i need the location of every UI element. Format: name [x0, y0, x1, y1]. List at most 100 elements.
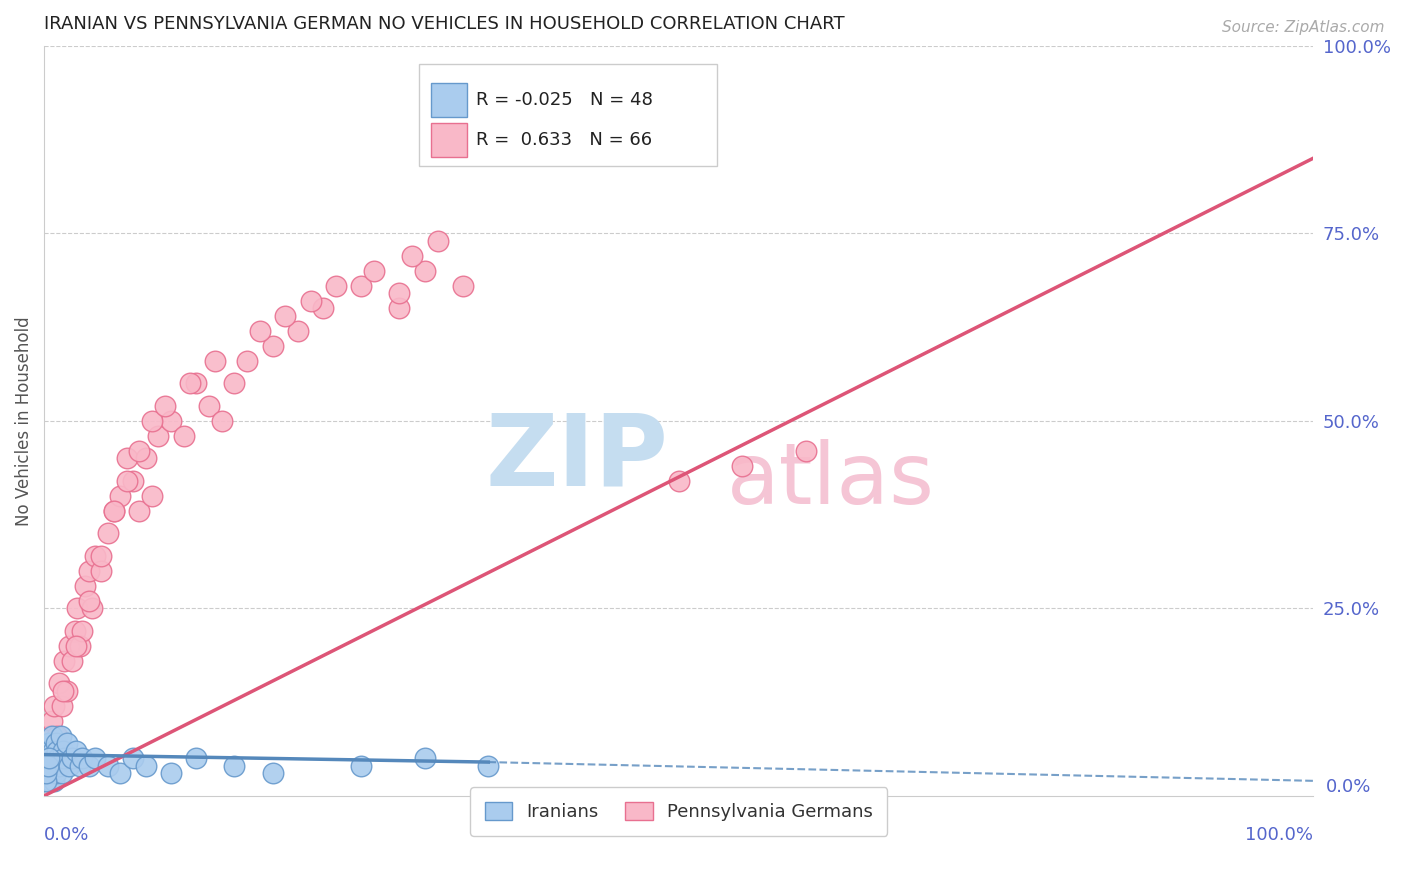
Point [53, 751, 76, 765]
Text: Source: ZipAtlas.com: Source: ZipAtlas.com [1222, 20, 1385, 35]
Point [52, 683, 75, 698]
Point [69, 639, 91, 653]
Point [83, 751, 105, 765]
Point [211, 414, 233, 428]
Point [35, 766, 58, 780]
FancyBboxPatch shape [419, 64, 717, 166]
Point [122, 751, 145, 765]
FancyBboxPatch shape [432, 123, 467, 157]
Point [66, 601, 89, 615]
Point [51, 698, 73, 713]
Point [37, 759, 59, 773]
Point [63, 624, 86, 638]
Point [35, 773, 58, 788]
Point [70, 624, 93, 638]
Point [160, 414, 183, 428]
Point [668, 474, 690, 488]
Point [204, 353, 226, 368]
Point [135, 759, 157, 773]
Point [413, 751, 436, 765]
Point [115, 451, 138, 466]
Point [38, 729, 60, 743]
Point [38, 736, 60, 750]
Point [48, 759, 70, 773]
Point [198, 399, 221, 413]
Point [82, 601, 104, 615]
Text: 100.0%: 100.0% [1246, 826, 1313, 844]
Point [103, 504, 125, 518]
Point [60, 654, 83, 668]
Point [44, 759, 66, 773]
Text: ZIP: ZIP [485, 409, 669, 507]
Text: 0.0%: 0.0% [1326, 778, 1371, 796]
Point [350, 278, 373, 293]
Point [45, 766, 67, 780]
Point [60, 751, 83, 765]
Point [312, 301, 335, 316]
Point [160, 766, 183, 780]
Point [48, 676, 70, 690]
Text: 0.0%: 0.0% [44, 826, 90, 844]
Point [39, 759, 62, 773]
Point [77, 759, 100, 773]
Point [41, 729, 63, 743]
Point [153, 399, 176, 413]
Point [65, 639, 87, 653]
Text: R =  0.633   N = 66: R = 0.633 N = 66 [475, 131, 652, 149]
Point [37, 759, 59, 773]
Point [401, 249, 423, 263]
Text: IRANIAN VS PENNSYLVANIA GERMAN NO VEHICLES IN HOUSEHOLD CORRELATION CHART: IRANIAN VS PENNSYLVANIA GERMAN NO VEHICL… [44, 15, 845, 33]
Point [51, 766, 73, 780]
Point [299, 293, 322, 308]
Point [350, 759, 373, 773]
Point [173, 429, 195, 443]
Point [44, 751, 66, 765]
Point [115, 474, 138, 488]
Point [110, 766, 132, 780]
Point [44, 698, 66, 713]
Point [110, 489, 132, 503]
Point [477, 759, 499, 773]
Point [38, 751, 60, 765]
Point [287, 324, 309, 338]
Point [35, 751, 58, 765]
Point [42, 773, 65, 788]
Point [224, 376, 246, 391]
Point [413, 263, 436, 277]
Point [97, 759, 120, 773]
Point [49, 729, 72, 743]
Point [249, 324, 271, 338]
Point [42, 744, 65, 758]
Y-axis label: No Vehicles in Household: No Vehicles in Household [15, 316, 32, 525]
Point [69, 759, 91, 773]
Point [77, 594, 100, 608]
Point [56, 683, 79, 698]
Point [44, 736, 66, 750]
Point [179, 376, 201, 391]
Point [794, 443, 817, 458]
Point [274, 309, 297, 323]
Point [45, 744, 67, 758]
Point [53, 654, 76, 668]
Point [46, 751, 69, 765]
Point [186, 376, 208, 391]
Point [41, 714, 63, 728]
Point [58, 639, 80, 653]
Point [73, 579, 96, 593]
Point [58, 759, 80, 773]
Point [128, 443, 150, 458]
Point [65, 744, 87, 758]
Point [141, 489, 163, 503]
Text: atlas: atlas [727, 439, 935, 523]
FancyBboxPatch shape [432, 83, 467, 117]
Point [148, 429, 170, 443]
Point [56, 736, 79, 750]
Legend: Iranians, Pennsylvania Germans: Iranians, Pennsylvania Germans [470, 788, 887, 836]
Point [34, 766, 56, 780]
Point [388, 301, 411, 316]
Point [135, 451, 157, 466]
Point [77, 564, 100, 578]
Point [38, 766, 60, 780]
Point [262, 339, 284, 353]
Point [186, 751, 208, 765]
